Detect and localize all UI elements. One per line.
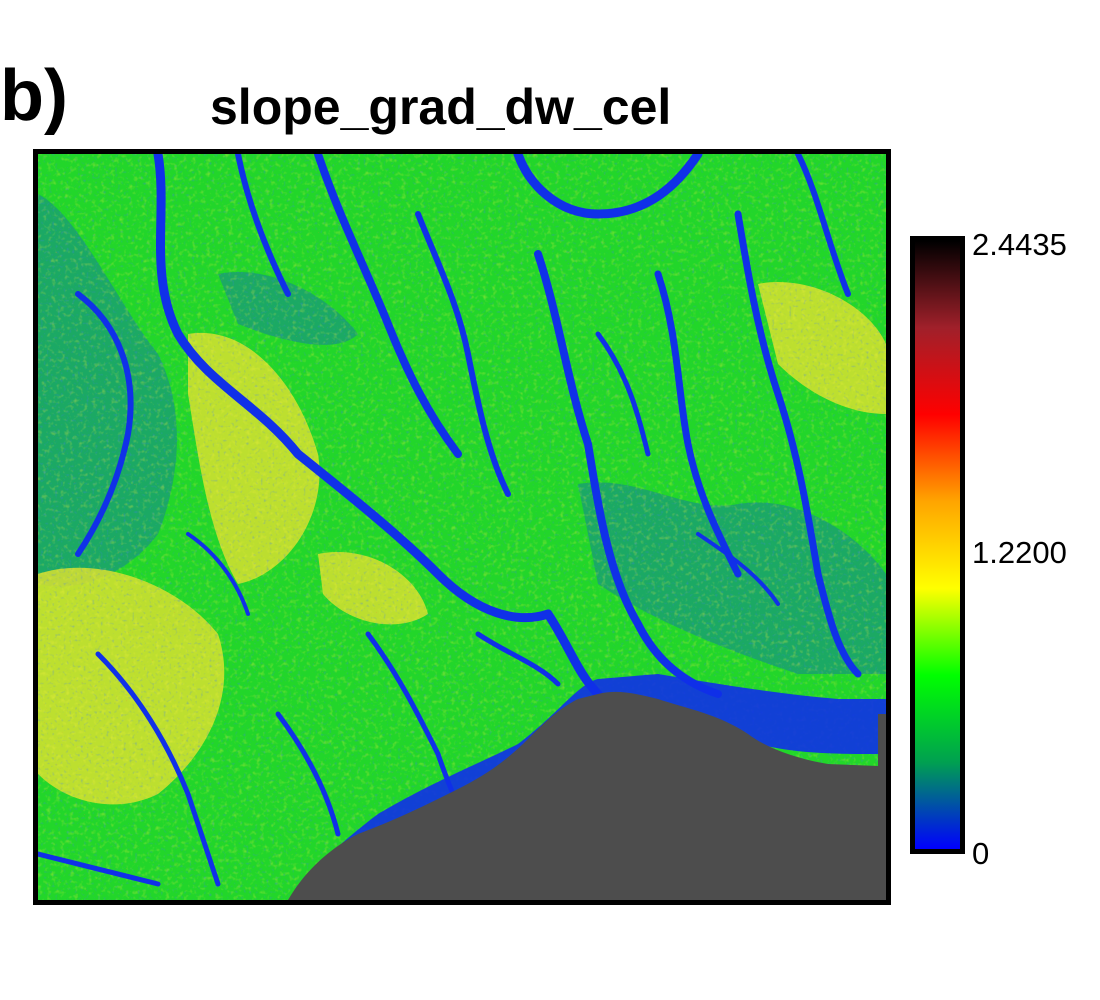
colorbar-max-label: 2.4435	[972, 227, 1067, 262]
raster-map	[33, 149, 891, 905]
colorbar	[910, 236, 965, 854]
colorbar-mid-label: 1.2200	[972, 535, 1067, 570]
colorbar-min-label: 0	[972, 836, 990, 871]
nodata-region	[288, 691, 886, 900]
panel-label: b)	[0, 56, 68, 136]
drainage-network	[38, 154, 862, 887]
map-title: slope_grad_dw_cel	[210, 79, 672, 135]
